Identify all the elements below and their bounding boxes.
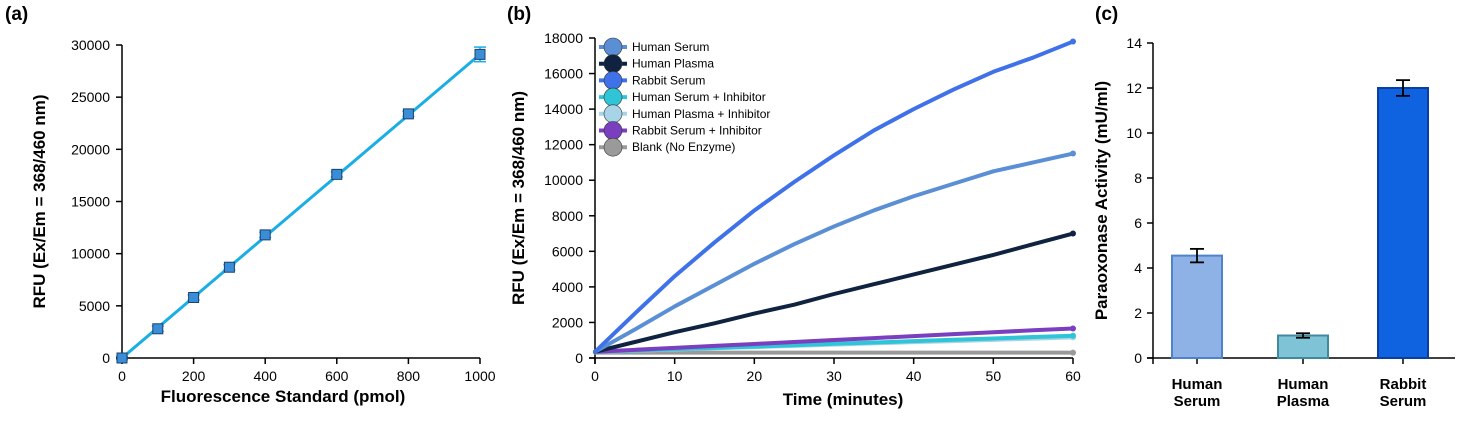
legend-swatch-marker (603, 71, 623, 90)
series-line (593, 39, 1075, 354)
y-tick-label: 18000 (544, 30, 583, 46)
panel-c-marks (1171, 79, 1429, 359)
category-label: Plasma (1277, 393, 1330, 410)
y-tick-label: 8 (1134, 170, 1142, 186)
bar (1171, 254, 1223, 359)
data-point (152, 323, 164, 335)
standard-curve-line (121, 53, 481, 360)
category-label: Human (1278, 376, 1329, 393)
y-tick-label: 2 (1134, 305, 1142, 321)
x-tick-label: 40 (906, 368, 922, 384)
series-end-point (1070, 349, 1076, 356)
y-tick-label: 10000 (71, 246, 110, 262)
y-tick-label: 16000 (544, 66, 583, 82)
y-tick-label: 5000 (79, 298, 110, 314)
x-tick-label: 0 (591, 368, 599, 384)
data-point (331, 168, 343, 180)
y-tick-label: 14000 (544, 101, 583, 117)
x-tick-label: 0 (118, 368, 126, 384)
y-tick-label: 20000 (71, 141, 110, 157)
y-tick-label: 4000 (552, 279, 583, 295)
x-tick-label: 1000 (464, 368, 495, 384)
series-end-point (1070, 38, 1076, 45)
legend-label: Human Plasma + Inhibitor (632, 107, 770, 121)
y-tick-label: 10 (1126, 125, 1142, 141)
panel-b: (b) 0 2000 4000 6000 8000 10000 12000 14000 1600… (507, 4, 1081, 409)
category-label: Rabbit (1380, 376, 1427, 393)
legend-label: Rabbit Serum (632, 73, 705, 87)
x-tick-label: 60 (1065, 368, 1081, 384)
legend-label: Human Plasma (632, 57, 714, 71)
y-tick-label: 14 (1126, 35, 1142, 51)
x-tick-label: 200 (182, 368, 206, 384)
legend-label: Blank (No Enzyme) (632, 140, 735, 154)
x-tick-label: 10 (667, 368, 683, 384)
y-tick-label: 15000 (71, 194, 110, 210)
category-label: Serum (1174, 393, 1221, 410)
legend-swatch-marker (603, 87, 623, 107)
panel-c-axes: 02468101214HumanSerumHumanPlasmaRabbitSe… (1126, 35, 1455, 410)
legend-label: Rabbit Serum + Inhibitor (632, 124, 762, 138)
panel-b-legend: Human Serum Human Plasma Rabbit Serum Human… (599, 37, 770, 157)
x-tick-label: 50 (986, 368, 1002, 384)
x-tick-label: 30 (826, 368, 842, 384)
y-tick-label: 0 (1134, 350, 1142, 366)
y-tick-label: 12 (1126, 80, 1142, 96)
y-tick-label: 0 (102, 350, 110, 366)
series-line (593, 231, 1075, 354)
legend-label: Human Serum (632, 40, 709, 54)
data-point (188, 291, 200, 303)
panel-b-x-axis-label: Time (minutes) (783, 390, 904, 409)
legend-swatch-marker (603, 137, 623, 157)
x-tick-label: 400 (254, 368, 278, 384)
legend-label: Human Serum + Inhibitor (632, 90, 766, 104)
y-tick-label: 2000 (552, 314, 583, 330)
y-tick-label: 4 (1134, 260, 1142, 276)
panel-a-x-axis-label: Fluorescence Standard (pmol) (161, 387, 406, 406)
bar (1277, 334, 1329, 359)
y-tick-label: 6 (1134, 215, 1142, 231)
series-end-point (1070, 332, 1076, 339)
category-label: Human (1172, 376, 1223, 393)
panel-a-label: (a) (5, 4, 28, 25)
data-point (116, 352, 128, 364)
data-point (259, 229, 271, 241)
category-label: Serum (1380, 393, 1427, 410)
data-point (474, 48, 486, 60)
series-line (593, 151, 1075, 354)
legend-swatch-marker (603, 104, 623, 124)
panel-c-y-axis-label: Paraoxonase Activity (mU/ml) (1092, 81, 1111, 320)
y-tick-label: 8000 (552, 208, 583, 224)
panel-b-axes: 0 2000 4000 6000 8000 10000 12000 14000 16000 180… (544, 30, 1081, 384)
panel-a-axes: 0 5000 10000 15000 20000 25000 30000 0 200 400 600… (71, 37, 496, 384)
x-tick-label: 20 (747, 368, 763, 384)
data-point (223, 261, 235, 273)
panel-b-marks (593, 38, 1076, 356)
legend-swatch-marker (603, 37, 623, 57)
y-tick-label: 10000 (544, 172, 583, 188)
panel-a-y-axis-label: RFU (Ex/Em = 368/460 nm) (30, 94, 49, 308)
y-tick-label: 6000 (552, 243, 583, 259)
series-end-point (1070, 325, 1076, 332)
panel-c-label: (c) (1095, 4, 1118, 25)
legend-swatch-marker (603, 54, 623, 74)
y-tick-label: 12000 (544, 137, 583, 153)
panel-a: (a) 0 5000 10000 15000 20000 25000 30000 0 200 40… (5, 4, 496, 406)
data-point (402, 108, 414, 120)
y-tick-label: 0 (575, 350, 583, 366)
y-tick-label: 25000 (71, 89, 110, 105)
series-end-point (1070, 230, 1076, 237)
series-line (593, 326, 1075, 354)
panel-b-y-axis-label: RFU (Ex/Em = 368/460 nm) (509, 91, 528, 305)
legend-swatch-marker (603, 121, 623, 140)
x-tick-label: 800 (397, 368, 421, 384)
panel-a-marks (116, 46, 486, 364)
y-tick-label: 30000 (71, 37, 110, 53)
x-tick-label: 600 (325, 368, 349, 384)
bar (1377, 87, 1429, 359)
series-end-point (1070, 150, 1076, 157)
panel-b-label: (b) (507, 4, 531, 25)
panel-c: (c) 02468101214HumanSerumHumanPlasmaRabb… (1092, 4, 1455, 410)
